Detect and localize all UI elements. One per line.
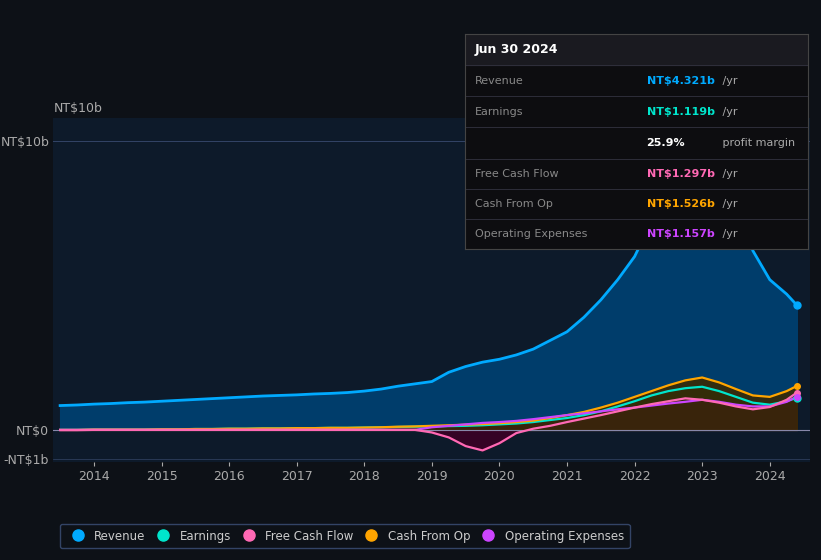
Text: Cash From Op: Cash From Op (475, 199, 553, 209)
Text: /yr: /yr (718, 199, 737, 209)
Text: NT$1.157b: NT$1.157b (647, 229, 714, 239)
Text: /yr: /yr (718, 76, 737, 86)
Text: /yr: /yr (718, 107, 737, 117)
Text: NT$4.321b: NT$4.321b (647, 76, 714, 86)
Text: Revenue: Revenue (475, 76, 524, 86)
Text: Jun 30 2024: Jun 30 2024 (475, 43, 558, 55)
Text: /yr: /yr (718, 229, 737, 239)
Text: NT$1.526b: NT$1.526b (647, 199, 714, 209)
Text: NT$1.297b: NT$1.297b (647, 169, 714, 179)
Text: NT$1.119b: NT$1.119b (647, 107, 714, 117)
Text: /yr: /yr (718, 169, 737, 179)
Text: NT$10b: NT$10b (53, 102, 103, 115)
Bar (465, 34, 808, 65)
Legend: Revenue, Earnings, Free Cash Flow, Cash From Op, Operating Expenses: Revenue, Earnings, Free Cash Flow, Cash … (60, 524, 630, 548)
Text: Operating Expenses: Operating Expenses (475, 229, 587, 239)
Text: Free Cash Flow: Free Cash Flow (475, 169, 558, 179)
Text: profit margin: profit margin (718, 138, 795, 148)
Text: 25.9%: 25.9% (647, 138, 686, 148)
Text: Earnings: Earnings (475, 107, 524, 117)
